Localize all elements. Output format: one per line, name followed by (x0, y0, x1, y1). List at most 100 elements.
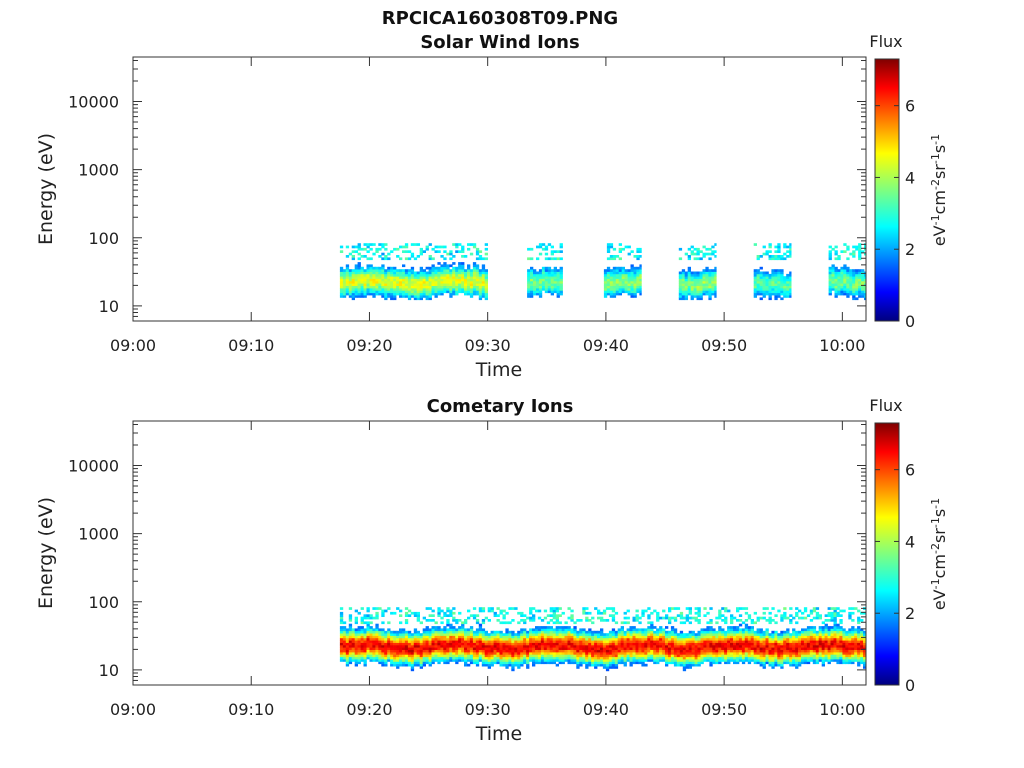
spectrogram-cell (464, 652, 468, 655)
spectrogram-cell (384, 635, 388, 639)
spectrogram-cell (756, 652, 760, 655)
spectrogram-cell (780, 280, 784, 284)
spectrogram-cell (641, 654, 645, 658)
spectrogram-cell (608, 647, 613, 650)
spectrogram-cell (369, 288, 373, 291)
spectrogram-cell (378, 637, 382, 641)
spectrogram-cell (795, 663, 799, 667)
spectrogram-cell (469, 295, 474, 298)
spectrogram-cell (665, 637, 669, 641)
spectrogram-cell (688, 654, 692, 658)
spectrogram-cell (798, 663, 802, 667)
spectrogram-cell (544, 269, 549, 272)
spectrogram-cell (434, 295, 438, 298)
spectrogram-cell (585, 659, 589, 662)
spectrogram-cell (425, 295, 429, 298)
spectrogram-cell (351, 635, 355, 639)
spectrogram-cell (464, 278, 468, 282)
spectrogram-cell (348, 623, 353, 627)
spectrogram-cell (387, 285, 391, 289)
spectrogram-cell (416, 280, 420, 284)
spectrogram-cell (484, 642, 488, 646)
spectrogram-cell (662, 633, 666, 636)
spectrogram-cell (366, 292, 370, 296)
spectrogram-cell (399, 278, 403, 282)
spectrogram-cell (372, 633, 376, 636)
spectrogram-cell (602, 656, 607, 660)
spectrogram-cell (756, 257, 760, 261)
spectrogram-cell (670, 642, 675, 646)
spectrogram-cell (559, 243, 563, 246)
spectrogram-cell (464, 619, 468, 622)
spectrogram-cell (570, 652, 574, 655)
spectrogram-cell (425, 278, 429, 282)
spectrogram-cell (354, 292, 358, 296)
spectrogram-cell (530, 295, 534, 298)
spectrogram-cell (768, 659, 772, 662)
spectrogram-cell (390, 290, 394, 294)
spectrogram-cell (546, 635, 551, 639)
spectrogram-cell (681, 292, 686, 296)
spectrogram-cell (629, 659, 633, 662)
spectrogram-cell (852, 245, 856, 249)
spectrogram-cell (837, 273, 841, 277)
spectrogram-cell (617, 654, 621, 658)
spectrogram-cell (765, 640, 769, 643)
spectrogram-cell (469, 649, 474, 653)
spectrogram-cell (699, 278, 703, 282)
spectrogram-cell (605, 607, 610, 610)
spectrogram-cell (588, 637, 592, 641)
spectrogram-cell (756, 276, 760, 279)
spectrogram-cell (789, 619, 793, 622)
spectrogram-cell (860, 661, 864, 665)
spectrogram-cell (670, 628, 675, 632)
spectrogram-cell (702, 273, 706, 277)
spectrogram-cell (342, 659, 347, 662)
spectrogram-cell (493, 647, 497, 650)
spectrogram-cell (487, 654, 491, 658)
spectrogram-cell (348, 288, 353, 291)
spectrogram-cell (718, 649, 722, 653)
spectrogram-cell (455, 640, 459, 643)
spectrogram-cell (351, 633, 355, 636)
spectrogram-cell (681, 269, 686, 272)
spectrogram-cell (591, 644, 595, 648)
spectrogram-cell (759, 255, 763, 258)
spectrogram-cell (404, 637, 409, 641)
spectrogram-cell (609, 280, 614, 284)
spectrogram-cell (517, 663, 521, 667)
spectrogram-cell (384, 644, 388, 648)
spectrogram-cell (461, 247, 465, 251)
x-tick-label: 09:50 (701, 336, 747, 355)
spectrogram-cell (685, 614, 689, 617)
spectrogram-cell (559, 276, 563, 279)
spectrogram-cell (502, 654, 506, 658)
spectrogram-cell (830, 628, 834, 632)
spectrogram-cell (378, 285, 382, 289)
spectrogram-cell (836, 635, 840, 639)
spectrogram-cell (693, 278, 697, 282)
spectrogram-cell (559, 269, 563, 272)
spectrogram-cell (688, 621, 692, 625)
spectrogram-cell (375, 626, 379, 629)
spectrogram-cell (505, 654, 509, 658)
spectrogram-cell (830, 607, 834, 610)
spectrogram-cell (815, 630, 820, 634)
spectrogram-cell (410, 649, 415, 653)
spectrogram-cell (360, 659, 364, 662)
spectrogram-cell (404, 271, 409, 275)
spectrogram-cell (842, 642, 846, 646)
spectrogram-cell (553, 288, 557, 291)
spectrogram-cell (618, 283, 622, 286)
spectrogram-cell (830, 626, 834, 629)
spectrogram-cell (407, 644, 412, 648)
spectrogram-cell (678, 247, 683, 251)
spectrogram-cell (777, 659, 781, 662)
spectrogram-cell (815, 649, 820, 653)
spectrogram-cell (514, 607, 518, 610)
spectrogram-cell (546, 628, 551, 632)
spectrogram-cell (475, 649, 480, 653)
spectrogram-cell (425, 292, 429, 296)
spectrogram-cell (342, 637, 347, 641)
spectrogram-cell (855, 276, 859, 279)
